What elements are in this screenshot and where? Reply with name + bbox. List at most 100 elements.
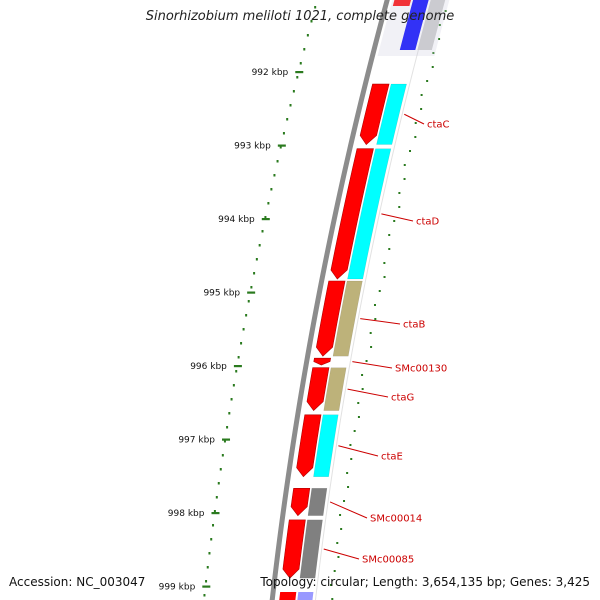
ruler-minor-tick [210, 538, 213, 541]
ruler-minor-tick [245, 314, 248, 317]
ruler-minor-tick [279, 146, 282, 149]
track-dot [420, 108, 423, 110]
track-dot [444, 10, 447, 12]
gene-arrow-ctaE [296, 414, 322, 478]
track-dot [365, 360, 368, 362]
gene-leader-SMc00130 [352, 361, 393, 369]
ruler-minor-tick [253, 272, 256, 275]
gene-leader-SMc00085 [323, 548, 360, 560]
track-dot [357, 402, 360, 404]
ruler-minor-tick [240, 342, 243, 345]
ruler-major-tick [261, 218, 270, 221]
track-dot [331, 598, 334, 600]
ruler-minor-tick [242, 328, 245, 331]
gene-band-ctaD [347, 148, 392, 280]
gene-arrow-ctaD [330, 148, 374, 280]
accession-text: Accession: NC_003047 [9, 575, 146, 589]
track-dot [336, 542, 339, 544]
ruler-minor-tick [282, 132, 285, 135]
ruler-minor-tick [296, 76, 299, 79]
track-dot [438, 24, 441, 26]
gene-arrow-SMc00085 [282, 519, 306, 579]
ruler-minor-tick [255, 258, 258, 261]
ruler-tick-label: 994 kbp [218, 215, 255, 225]
genome-backbone [269, 0, 390, 600]
track-dot [414, 122, 417, 124]
ruler-minor-tick [228, 412, 231, 415]
ruler-tick-label: 995 kbp [203, 289, 240, 299]
ruler-tick-label: 993 kbp [234, 142, 271, 152]
ruler-minor-tick [221, 454, 224, 457]
track-dot [369, 332, 372, 334]
gene-leader-ctaC [404, 113, 425, 125]
gene-label-ctaE: ctaE [381, 452, 403, 463]
ruler-minor-tick [232, 384, 235, 387]
gene-label-ctaG: ctaG [391, 393, 414, 404]
gene-leader-ctaE [338, 445, 379, 457]
gene-arrow-ctaC [359, 83, 390, 145]
track-dot [361, 388, 364, 390]
track-dot [340, 528, 343, 530]
ruler-minor-tick [235, 370, 238, 373]
track-dot [347, 486, 350, 488]
gene-label-ctaC: ctaC [427, 120, 450, 131]
gene-arrow-ctaB [316, 280, 346, 357]
gene-band-SMc00014 [307, 488, 328, 516]
track-dot [349, 444, 352, 446]
track-dot [357, 416, 360, 418]
feature-top-red [392, 0, 412, 6]
ruler-major-tick [295, 71, 304, 74]
ruler-minor-tick [206, 566, 209, 569]
ruler-tick-label: 997 kbp [178, 436, 215, 446]
ruler-minor-tick [208, 552, 211, 555]
track-dot [426, 80, 429, 82]
annotation-band-edge [314, 0, 433, 600]
ruler-major-tick [233, 365, 242, 368]
ruler-minor-tick [250, 286, 253, 289]
gene-label-SMc00130: SMc00130 [395, 364, 447, 375]
feature-bottom-red [279, 592, 297, 600]
ruler-minor-tick [276, 160, 279, 163]
ruler-tick-label: 998 kbp [168, 509, 205, 519]
ruler-minor-tick [247, 300, 250, 303]
track-dot [361, 374, 364, 376]
gene-label-SMc00014: SMc00014 [370, 514, 422, 525]
track-dot [438, 38, 441, 40]
ruler-minor-tick [223, 440, 226, 443]
track-dot [403, 164, 406, 166]
track-dot [374, 318, 377, 320]
gene-band-ctaC [376, 83, 407, 145]
ruler-minor-tick [314, 6, 317, 9]
gene-band-SMc00085 [299, 519, 323, 579]
ruler-minor-tick [267, 202, 270, 205]
track-dot [337, 556, 340, 558]
ruler-minor-tick [226, 426, 229, 429]
feature-bottom-blue [297, 592, 314, 600]
track-dot [420, 94, 423, 96]
track-dot [333, 570, 336, 572]
track-dot [329, 584, 332, 586]
ruler-minor-tick [264, 216, 267, 219]
ruler-minor-tick [219, 468, 222, 471]
ruler-minor-tick [306, 34, 309, 37]
feature-blue [399, 0, 429, 50]
track-dot [350, 458, 353, 460]
ruler-minor-tick [258, 244, 261, 247]
ruler-minor-tick [261, 230, 264, 233]
track-dot [343, 500, 346, 502]
map-title: Sinorhizobium meliloti 1021, complete ge… [145, 9, 455, 24]
ruler-tick-label: 999 kbp [159, 583, 196, 593]
ruler-major-tick [202, 585, 211, 588]
track-dot [398, 206, 401, 208]
ruler-tick-label: 996 kbp [190, 362, 227, 372]
track-dot [346, 472, 349, 474]
ruler-minor-tick [310, 20, 313, 23]
gene-leader-ctaD [381, 213, 414, 222]
ruler-major-tick [211, 512, 220, 515]
gene-label-ctaB: ctaB [403, 320, 426, 331]
track-dot [398, 192, 401, 194]
track-dot [383, 276, 386, 278]
gene-band-ctaG [323, 367, 347, 411]
topology-text: Topology: circular; Length: 3,654,135 bp… [260, 575, 590, 589]
